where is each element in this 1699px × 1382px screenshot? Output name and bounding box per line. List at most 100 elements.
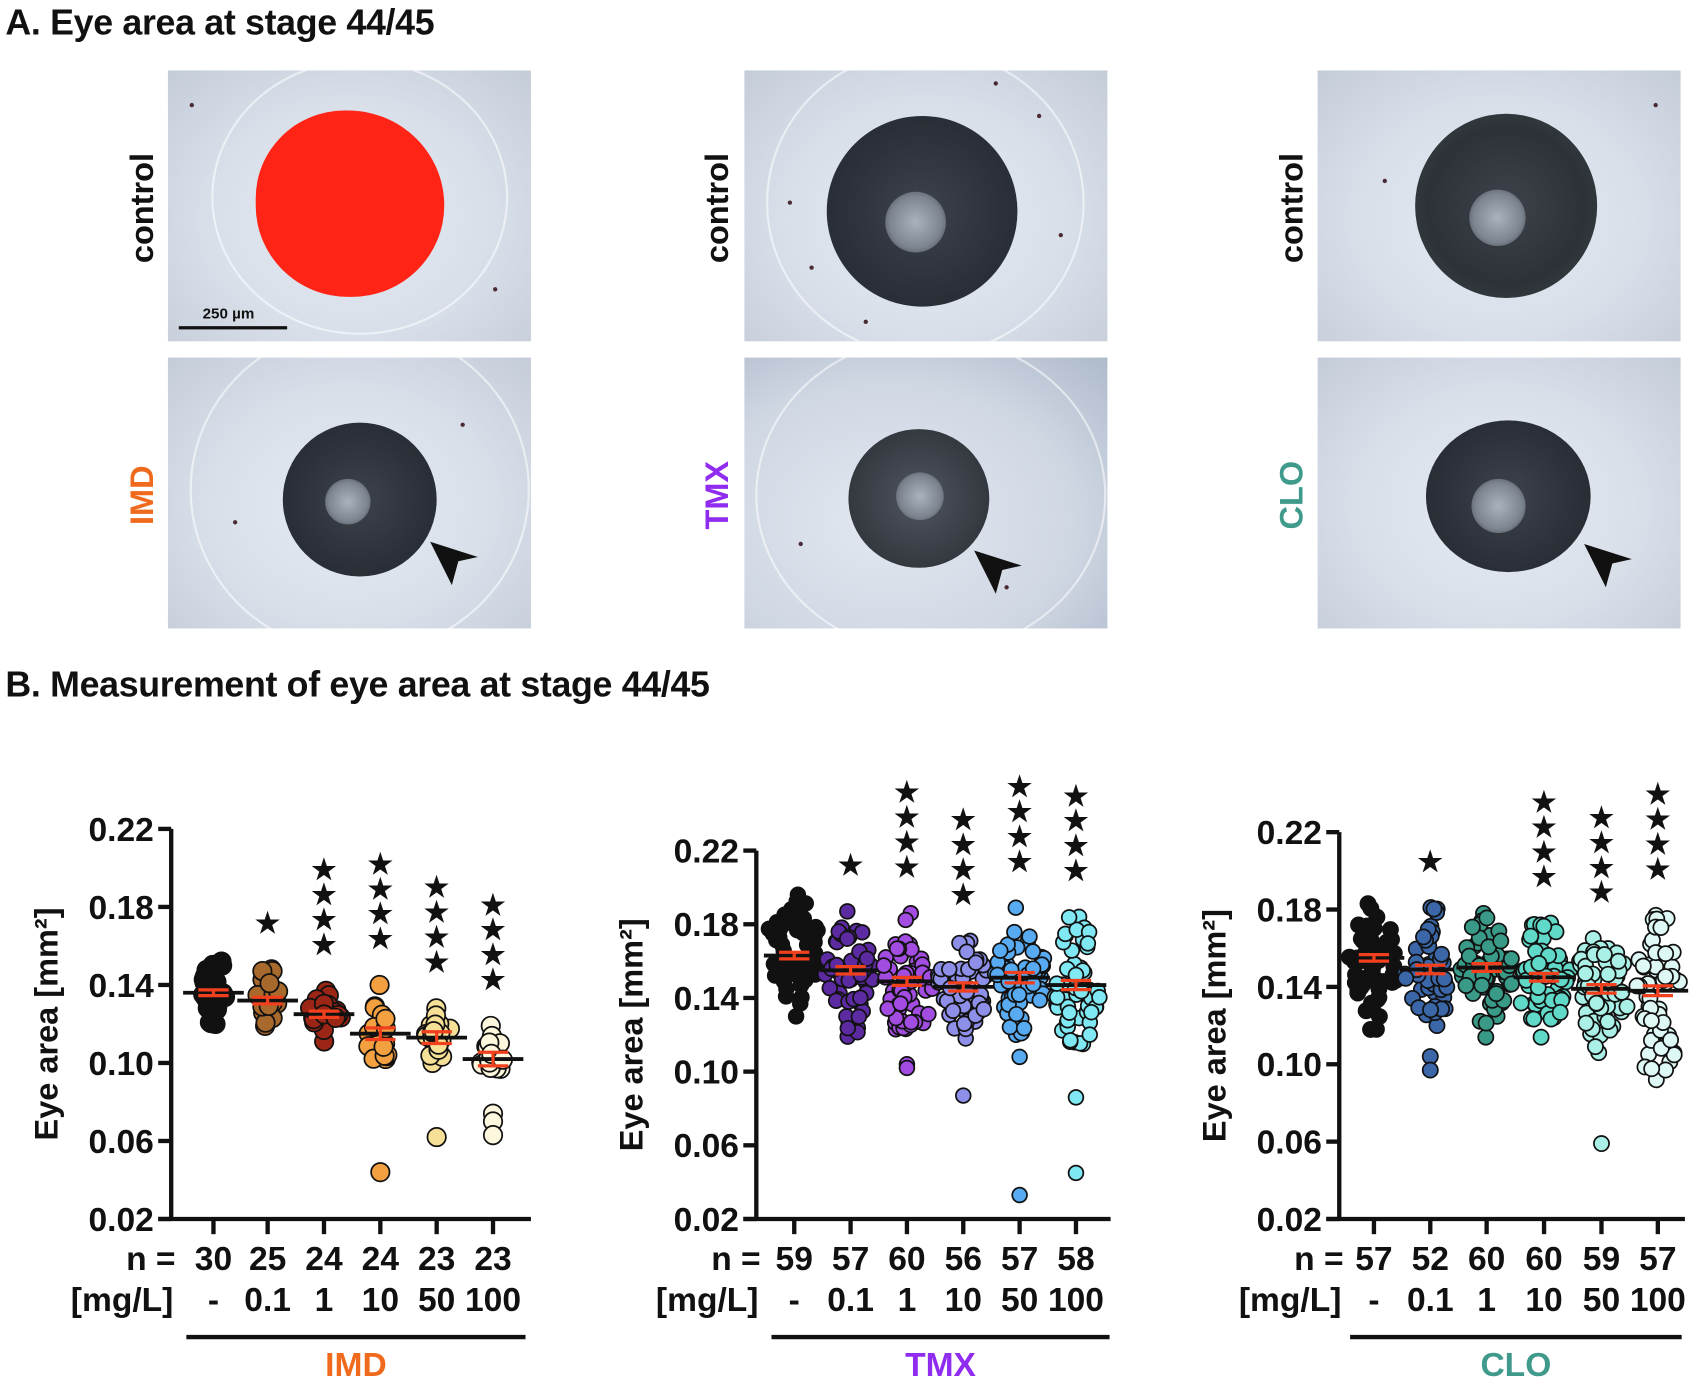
data-point <box>888 940 906 957</box>
data-points <box>875 904 941 1077</box>
data-points <box>1452 904 1520 1046</box>
n-value: 60 <box>1525 1241 1562 1278</box>
n-value: 30 <box>195 1241 232 1278</box>
data-point <box>1657 1061 1675 1079</box>
data-point <box>1067 1164 1085 1182</box>
y-axis-label: Eye area [mm²] <box>28 907 64 1140</box>
data-point <box>201 1013 222 1034</box>
y-tick-label: 0.06 <box>674 1128 739 1165</box>
data-points <box>471 1015 513 1146</box>
data-point <box>1478 909 1496 927</box>
data-point <box>1477 1014 1495 1032</box>
data-point <box>1502 950 1520 968</box>
significance-star: ★ <box>311 903 336 935</box>
significance-star: ★ <box>1007 820 1032 852</box>
data-point <box>373 1036 394 1057</box>
data-point <box>941 961 958 978</box>
data-point <box>1006 923 1023 941</box>
data-point <box>958 943 975 960</box>
data-point <box>897 911 914 929</box>
significance-star: ★ <box>1531 835 1556 867</box>
significance-star: ★ <box>255 907 280 939</box>
group-label: IMD <box>325 1347 387 1381</box>
group-label: TMX <box>905 1347 976 1381</box>
y-tick-label: 0.14 <box>674 981 740 1018</box>
data-point <box>1048 989 1066 1006</box>
y-tick-label: 0.18 <box>1257 892 1322 929</box>
chart-imd: 0.02 0.06 0.10 0.14 0.18 0.22 Eye area [mm²] n … <box>28 812 531 1382</box>
data-point <box>1374 973 1392 991</box>
data-points <box>986 899 1053 1204</box>
data-point <box>1586 1038 1604 1056</box>
n-row-label: n = <box>126 1241 175 1278</box>
significance-star: ★ <box>311 878 336 910</box>
significance-star: ★ <box>480 938 505 970</box>
significance-star: ★ <box>1589 826 1614 858</box>
data-point <box>1363 994 1380 1012</box>
data-points <box>929 932 996 1104</box>
n-value: 57 <box>1355 1241 1392 1278</box>
data-point <box>1656 968 1674 986</box>
y-tick-label: 0.10 <box>674 1055 739 1092</box>
data-point <box>892 995 909 1012</box>
chart-clo: 0.02 0.06 0.10 0.14 0.18 0.22 Eye area [mm²] n … <box>1196 778 1689 1382</box>
significance-star: ★ <box>1007 795 1032 827</box>
data-points <box>1571 930 1636 1153</box>
significance-star: ★ <box>951 878 976 910</box>
data-point <box>1487 985 1505 1003</box>
concentration-value: 50 <box>1583 1282 1620 1319</box>
concentration-value: 100 <box>1630 1282 1686 1319</box>
data-point <box>1460 947 1478 965</box>
n-value: 24 <box>305 1241 343 1278</box>
significance-star: ★ <box>368 922 393 954</box>
data-point <box>852 989 869 1006</box>
data-point <box>1397 969 1415 987</box>
data-point <box>1525 1010 1543 1028</box>
y-tick-label: 0.02 <box>1257 1202 1322 1239</box>
concentration-value: 100 <box>465 1282 521 1319</box>
concentration-row-label: [mg/L] <box>656 1282 759 1319</box>
data-point <box>1015 1019 1033 1037</box>
data-point <box>955 1087 972 1104</box>
data-point <box>944 1002 962 1020</box>
arrowhead-icon <box>430 541 478 586</box>
significance-star: ★ <box>1531 810 1556 842</box>
data-point <box>1457 977 1475 994</box>
data-point <box>1362 900 1380 917</box>
data-point <box>1576 965 1594 982</box>
n-value: 57 <box>1001 1241 1038 1278</box>
data-point <box>1522 927 1540 945</box>
y-axis-label: Eye area [mm²] <box>614 918 650 1151</box>
n-value: 23 <box>418 1241 455 1278</box>
y-tick-label: 0.06 <box>1257 1125 1322 1162</box>
significance-star: ★ <box>1589 876 1614 908</box>
data-point <box>1577 1014 1595 1032</box>
data-point <box>1011 1048 1028 1066</box>
n-value: 57 <box>1639 1241 1676 1278</box>
n-value: 56 <box>945 1241 982 1278</box>
data-point <box>920 1005 937 1023</box>
data-point <box>975 1001 992 1018</box>
significance-star: ★ <box>1645 803 1670 835</box>
data-point <box>839 903 856 920</box>
n-value: 23 <box>474 1241 511 1278</box>
data-point <box>821 979 839 997</box>
data-point <box>1609 952 1627 970</box>
data-points <box>247 959 289 1036</box>
data-point <box>370 1162 391 1183</box>
y-tick-label: 0.14 <box>89 968 155 1005</box>
n-value: 58 <box>1057 1241 1094 1278</box>
data-point <box>1532 1028 1550 1046</box>
photo-imd-control: 250 µm <box>167 70 531 342</box>
significance-star: ★ <box>1007 845 1032 877</box>
panel-b-title: B. Measurement of eye area at stage 44/4… <box>5 664 710 705</box>
y-tick-label: 0.02 <box>674 1202 739 1239</box>
data-point <box>778 958 795 976</box>
data-point <box>1512 994 1530 1012</box>
n-value: 52 <box>1412 1241 1449 1278</box>
photo-clo-control <box>1317 70 1681 342</box>
significance-star: ★ <box>368 872 393 904</box>
significance-star: ★ <box>1063 829 1088 861</box>
panel-a-title: A. Eye area at stage 44/45 <box>5 2 435 43</box>
significance-star: ★ <box>311 928 336 960</box>
